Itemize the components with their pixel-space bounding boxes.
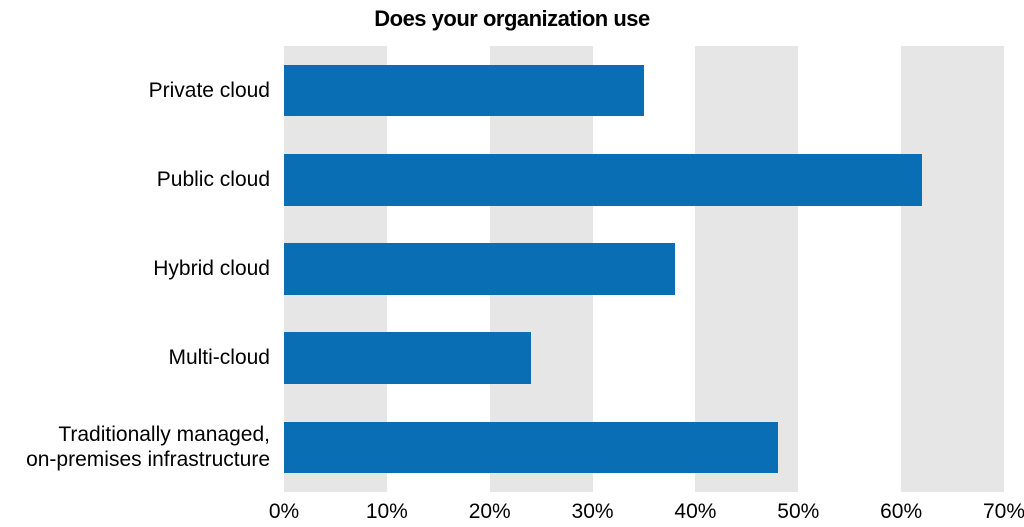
x-axis-label: 60% (880, 500, 922, 524)
chart-title: Does your organization use (0, 6, 1024, 32)
bar (284, 332, 531, 384)
plot-area (284, 46, 1004, 492)
bar (284, 243, 675, 295)
x-axis-label: 70% (983, 500, 1024, 524)
x-axis-label: 0% (269, 500, 299, 524)
y-axis-label: Multi-cloud (168, 346, 270, 370)
x-axis-label: 10% (366, 500, 408, 524)
y-axis-label: Traditionally managed,on-premises infras… (26, 423, 270, 471)
x-axis-label: 30% (572, 500, 614, 524)
bar (284, 422, 778, 474)
x-axis-label: 20% (469, 500, 511, 524)
x-axis-label: 40% (674, 500, 716, 524)
y-axis-label: Public cloud (157, 168, 270, 192)
bar (284, 154, 922, 206)
x-axis-label: 50% (777, 500, 819, 524)
cloud-usage-chart: Does your organization use Private cloud… (0, 0, 1024, 527)
y-axis-label: Hybrid cloud (153, 257, 270, 281)
grid-band (798, 46, 901, 492)
y-axis-label: Private cloud (149, 79, 270, 103)
bar (284, 65, 644, 117)
